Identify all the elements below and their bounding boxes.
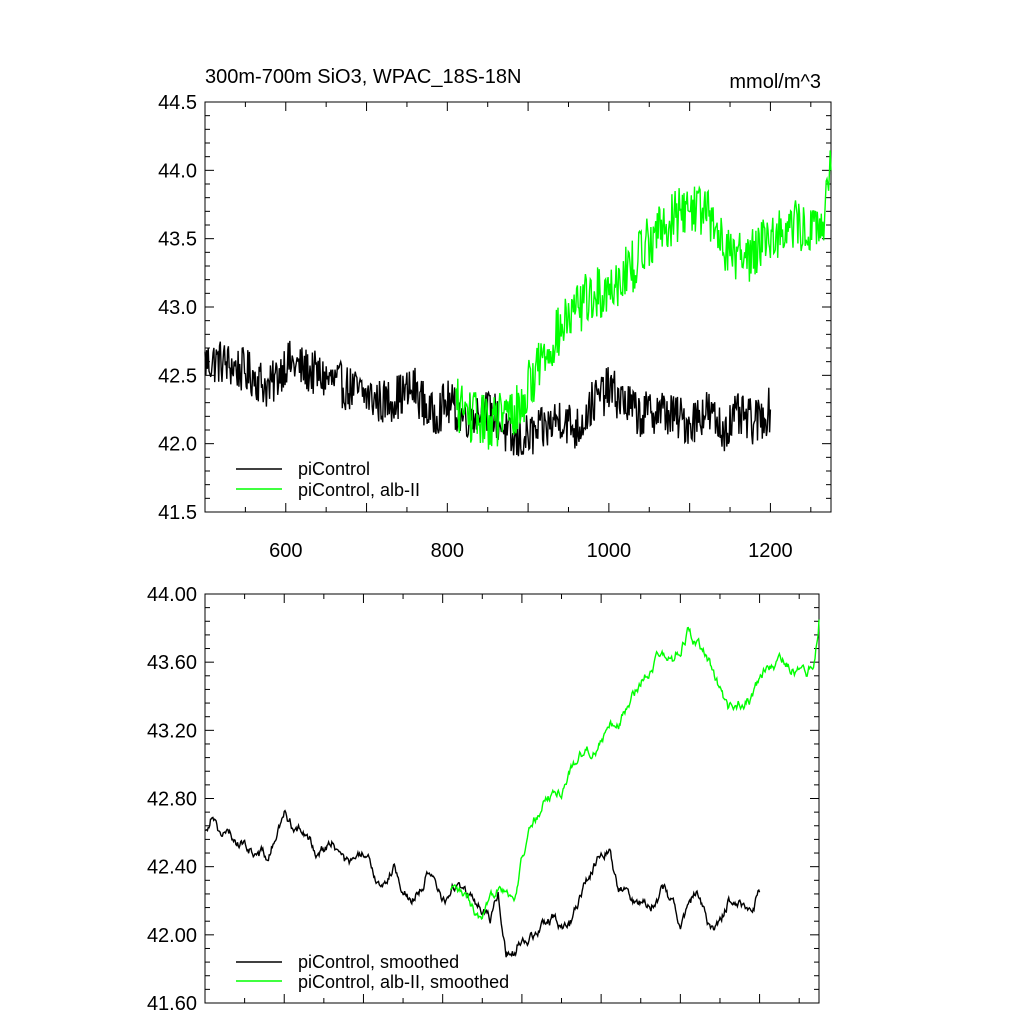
ytick-label: 44.00 (147, 584, 197, 606)
top-chart-units: mmol/m^3 (729, 71, 821, 93)
ytick-label: 43.0 (158, 297, 197, 319)
top-legend-label-alb-ii: piControl, alb-II (298, 480, 420, 500)
top-legend-label-picontrol: piControl (298, 459, 370, 479)
xtick-label: 1000 (587, 540, 632, 562)
ytick-label: 43.20 (147, 720, 197, 742)
bottom-axes: 41.60 42.00 42.40 42.80 43.20 43.60 44.00 (147, 584, 819, 1015)
top-axes: 41.5 42.0 42.5 43.0 43.5 44.0 44.5 600 800 1000 12… (158, 92, 831, 562)
ytick-label: 42.00 (147, 925, 197, 947)
bottom-legend: piControl, smoothed piControl, alb-II, s… (236, 952, 509, 992)
top-panel: 300m-700m SiO3, WPAC_18S-18N mmol/m^3 41… (158, 66, 832, 562)
ytick-label: 43.60 (147, 652, 197, 674)
bottom-panel: 41.60 42.00 42.40 42.80 43.20 43.60 44.00 piCo… (147, 584, 820, 1015)
ytick-label: 42.5 (158, 365, 197, 387)
bottom-legend-label-alb-ii-smoothed: piControl, alb-II, smoothed (298, 972, 509, 992)
ytick-label: 42.0 (158, 434, 197, 456)
series-line-picontrol-alb-ii-smoothed (449, 619, 820, 921)
ytick-label: 44.0 (158, 160, 197, 182)
series-line-picontrol-alb-ii (454, 150, 832, 450)
series-line-picontrol-smoothed (204, 809, 761, 958)
bottom-legend-label-smoothed: piControl, smoothed (298, 952, 459, 972)
ytick-label: 42.40 (147, 857, 197, 879)
top-chart-title: 300m-700m SiO3, WPAC_18S-18N (205, 66, 521, 88)
top-legend: piControl piControl, alb-II (236, 459, 420, 500)
top-series-group (204, 150, 832, 457)
ytick-label: 44.5 (158, 92, 197, 114)
bottom-series-group (204, 619, 820, 958)
ytick-label: 43.5 (158, 229, 197, 251)
xtick-label: 800 (431, 540, 464, 562)
ytick-label: 41.5 (158, 502, 197, 524)
xtick-label: 1200 (748, 540, 793, 562)
ytick-label: 41.60 (147, 993, 197, 1015)
xtick-label: 600 (269, 540, 302, 562)
ytick-label: 42.80 (147, 789, 197, 811)
series-line-picontrol (204, 340, 772, 457)
bottom-plot-frame (204, 593, 820, 1004)
